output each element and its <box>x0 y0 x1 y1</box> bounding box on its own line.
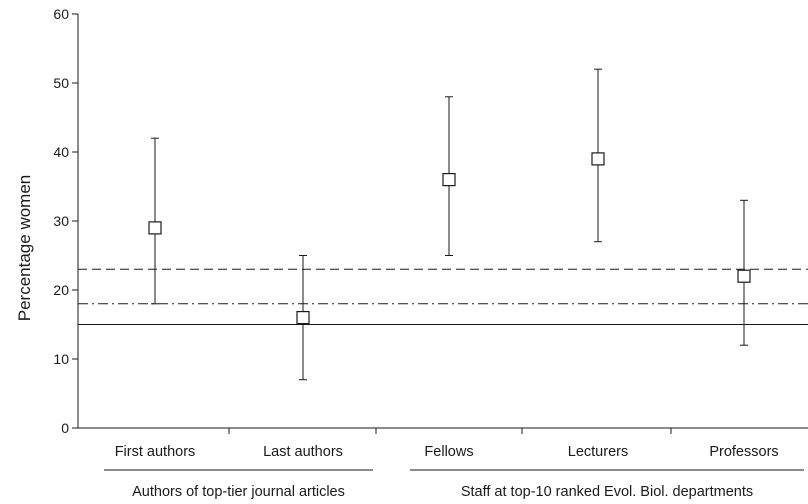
y-tick-label: 0 <box>61 420 69 436</box>
category-label: Lecturers <box>568 444 628 460</box>
data-point <box>148 221 162 235</box>
category-label: First authors <box>115 444 196 460</box>
data-point <box>296 311 310 325</box>
y-tick-label: 40 <box>53 144 69 160</box>
group-label: Staff at top-10 ranked Evol. Biol. depar… <box>461 484 753 500</box>
y-tick-label: 10 <box>53 351 69 367</box>
y-tick-label: 60 <box>53 6 69 22</box>
y-axis-title: Percentage women <box>15 175 34 321</box>
data-point <box>442 173 456 187</box>
plot-area: 0 10 20 30 40 50 60 First authors Last authors Fe… <box>53 6 808 500</box>
y-tick-label: 30 <box>53 213 69 229</box>
category-label: Last authors <box>263 444 343 460</box>
y-tick-label: 50 <box>53 75 69 91</box>
group-label: Authors of top-tier journal articles <box>132 484 345 500</box>
category-label: Fellows <box>424 444 473 460</box>
category-label: Professors <box>709 444 778 460</box>
y-tick-label: 20 <box>53 282 69 298</box>
data-point <box>591 152 605 166</box>
data-point <box>737 269 751 283</box>
